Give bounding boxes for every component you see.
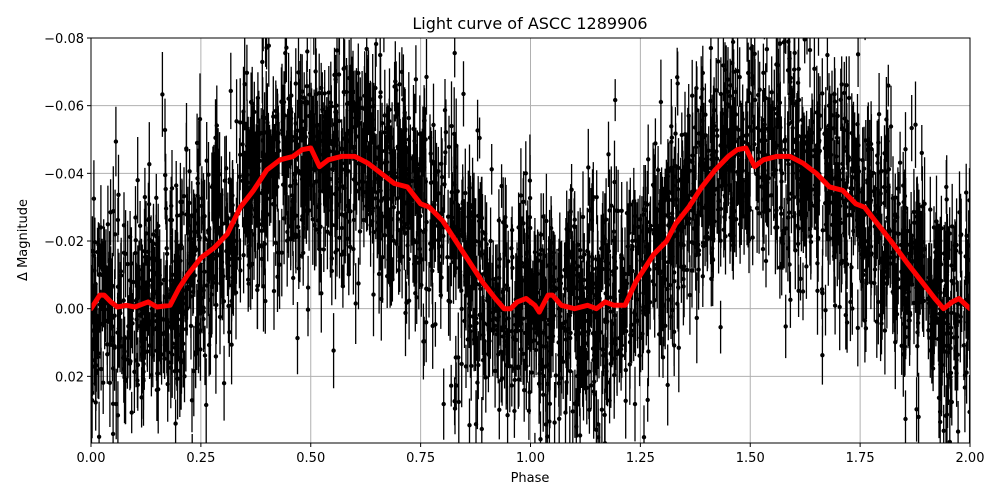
model-curve xyxy=(91,145,970,315)
x-tick-label: 1.75 xyxy=(846,451,875,466)
y-tick-label: −0.08 xyxy=(44,32,84,47)
x-tick-label: 0.00 xyxy=(77,451,106,466)
x-axis-ticks: 0.00 0.25 0.50 0.75 1.00 1.25 1.50 1.75 2.00 xyxy=(77,443,985,466)
y-axis-ticks: −0.08 −0.06 −0.04 −0.02 0.00 0.02 xyxy=(44,32,91,385)
y-tick-label: 0.00 xyxy=(55,303,84,318)
x-tick-label: 1.50 xyxy=(736,451,765,466)
y-tick-label: −0.04 xyxy=(44,167,84,182)
observation-errorbars xyxy=(91,38,970,443)
x-axis-label: Phase xyxy=(511,471,550,486)
chart-title: Light curve of ASCC 1289906 xyxy=(412,14,647,33)
x-tick-label: 0.25 xyxy=(186,451,215,466)
x-tick-label: 2.00 xyxy=(956,451,985,466)
y-tick-label: −0.06 xyxy=(44,100,84,115)
x-tick-label: 1.00 xyxy=(516,451,545,466)
y-tick-label: 0.02 xyxy=(55,370,84,385)
x-tick-label: 1.25 xyxy=(626,451,655,466)
y-axis-label: Δ Magnitude xyxy=(16,199,31,281)
x-tick-label: 0.50 xyxy=(296,451,325,466)
x-tick-label: 0.75 xyxy=(406,451,435,466)
y-tick-label: −0.02 xyxy=(44,235,84,250)
